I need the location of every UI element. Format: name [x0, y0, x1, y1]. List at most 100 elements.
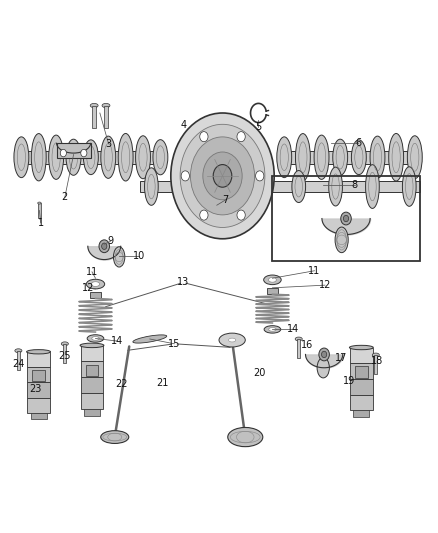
- Bar: [15, 151, 166, 164]
- Ellipse shape: [366, 165, 379, 208]
- Ellipse shape: [370, 136, 385, 179]
- Ellipse shape: [136, 136, 151, 179]
- Ellipse shape: [296, 134, 311, 181]
- Bar: [81, 377, 103, 393]
- Ellipse shape: [255, 170, 269, 203]
- Circle shape: [81, 149, 87, 157]
- Ellipse shape: [335, 227, 348, 253]
- Ellipse shape: [113, 247, 125, 267]
- Bar: [27, 352, 50, 367]
- Ellipse shape: [87, 335, 104, 342]
- Bar: [27, 367, 50, 383]
- Ellipse shape: [49, 135, 64, 180]
- Ellipse shape: [228, 427, 263, 447]
- Text: 1: 1: [38, 218, 44, 228]
- Ellipse shape: [61, 342, 68, 346]
- Text: 21: 21: [157, 378, 169, 387]
- Circle shape: [200, 132, 208, 142]
- Ellipse shape: [66, 139, 81, 175]
- Bar: [57, 143, 91, 158]
- Bar: [27, 398, 50, 413]
- Ellipse shape: [329, 167, 343, 206]
- Bar: [350, 364, 373, 379]
- Text: 2: 2: [62, 192, 68, 202]
- Ellipse shape: [92, 337, 99, 340]
- Ellipse shape: [102, 103, 110, 108]
- Ellipse shape: [219, 333, 245, 347]
- Bar: [267, 288, 278, 294]
- Text: 18: 18: [371, 357, 384, 366]
- Ellipse shape: [351, 140, 366, 175]
- Text: 16: 16: [300, 341, 313, 350]
- Bar: [140, 181, 420, 192]
- Circle shape: [237, 132, 245, 142]
- Bar: [279, 151, 420, 164]
- Ellipse shape: [80, 343, 104, 348]
- Ellipse shape: [83, 140, 99, 175]
- Bar: [104, 106, 108, 128]
- Ellipse shape: [403, 167, 416, 206]
- Text: 11: 11: [308, 266, 321, 276]
- Bar: [27, 383, 50, 398]
- Circle shape: [343, 215, 349, 222]
- Bar: [84, 409, 100, 416]
- Bar: [350, 348, 373, 364]
- Ellipse shape: [133, 335, 167, 343]
- Ellipse shape: [407, 136, 422, 179]
- Text: 17: 17: [336, 353, 348, 363]
- Ellipse shape: [153, 140, 168, 175]
- Ellipse shape: [268, 327, 276, 331]
- Bar: [38, 203, 41, 218]
- Bar: [350, 394, 373, 410]
- Ellipse shape: [295, 337, 302, 341]
- Bar: [92, 106, 96, 128]
- Circle shape: [200, 210, 208, 220]
- Circle shape: [181, 171, 189, 181]
- Circle shape: [102, 243, 107, 249]
- Bar: [374, 355, 378, 374]
- Ellipse shape: [218, 166, 232, 207]
- Ellipse shape: [27, 350, 50, 354]
- Bar: [355, 366, 367, 378]
- Bar: [32, 370, 45, 381]
- Text: 24: 24: [12, 359, 25, 368]
- Text: 20: 20: [253, 368, 265, 378]
- Text: 15: 15: [168, 339, 180, 349]
- Ellipse shape: [372, 353, 379, 357]
- Circle shape: [180, 124, 265, 228]
- Ellipse shape: [101, 431, 129, 443]
- Text: 7: 7: [223, 195, 229, 205]
- Ellipse shape: [181, 165, 195, 208]
- Text: 19: 19: [343, 376, 356, 386]
- Circle shape: [203, 152, 242, 200]
- Text: 9: 9: [107, 237, 113, 246]
- Text: 14: 14: [286, 325, 299, 334]
- Ellipse shape: [145, 168, 158, 205]
- Ellipse shape: [317, 358, 329, 378]
- Circle shape: [171, 113, 274, 239]
- Text: 3: 3: [106, 139, 112, 149]
- Ellipse shape: [90, 103, 98, 108]
- Ellipse shape: [86, 279, 105, 289]
- Circle shape: [60, 149, 67, 157]
- Bar: [353, 410, 369, 417]
- Ellipse shape: [389, 133, 403, 181]
- Ellipse shape: [314, 135, 329, 180]
- Circle shape: [99, 240, 110, 253]
- Ellipse shape: [350, 345, 373, 350]
- Ellipse shape: [31, 134, 46, 181]
- Text: 12: 12: [82, 283, 95, 293]
- Circle shape: [321, 351, 327, 358]
- Bar: [272, 176, 420, 261]
- Bar: [297, 339, 300, 358]
- Ellipse shape: [264, 326, 281, 333]
- Ellipse shape: [118, 133, 133, 181]
- Circle shape: [341, 212, 351, 225]
- Text: 22: 22: [116, 379, 128, 389]
- Bar: [17, 351, 20, 370]
- Bar: [81, 345, 103, 361]
- Ellipse shape: [14, 137, 29, 177]
- Text: 14: 14: [111, 336, 124, 346]
- Circle shape: [237, 210, 245, 220]
- Bar: [81, 393, 103, 409]
